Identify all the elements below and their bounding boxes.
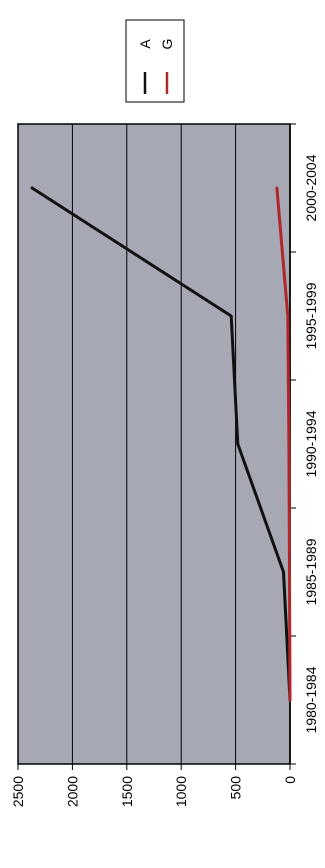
value-tick-label: 1000 xyxy=(173,776,189,807)
category-tick-label: 1990-1994 xyxy=(303,410,319,477)
value-tick-label: 500 xyxy=(228,776,244,800)
legend-label-a: A xyxy=(137,39,153,49)
legend-label-g: G xyxy=(159,39,175,50)
value-tick-label: 2000 xyxy=(64,776,80,807)
category-axis: 1980-1984 1985-1989 1990-1994 1995-1999 2000… xyxy=(289,123,319,765)
series-line-g xyxy=(275,186,292,702)
legend: A G xyxy=(125,19,185,103)
category-tick-label: 1995-1999 xyxy=(303,282,319,349)
category-tick-label: 2000-2004 xyxy=(303,154,319,221)
series-line-a xyxy=(30,186,292,702)
value-tick-label: 1500 xyxy=(119,776,135,807)
value-tick-label: 0 xyxy=(282,776,298,784)
series-layer xyxy=(30,186,292,702)
gridlines xyxy=(71,124,237,764)
category-tick-label: 1980-1984 xyxy=(303,666,319,733)
plot-area xyxy=(17,123,291,765)
legend-box xyxy=(125,19,185,103)
value-axis: 0 500 1000 1500 2000 2500 xyxy=(10,764,298,807)
category-tick-label: 1985-1989 xyxy=(303,538,319,605)
value-tick-label: 2500 xyxy=(10,776,26,807)
